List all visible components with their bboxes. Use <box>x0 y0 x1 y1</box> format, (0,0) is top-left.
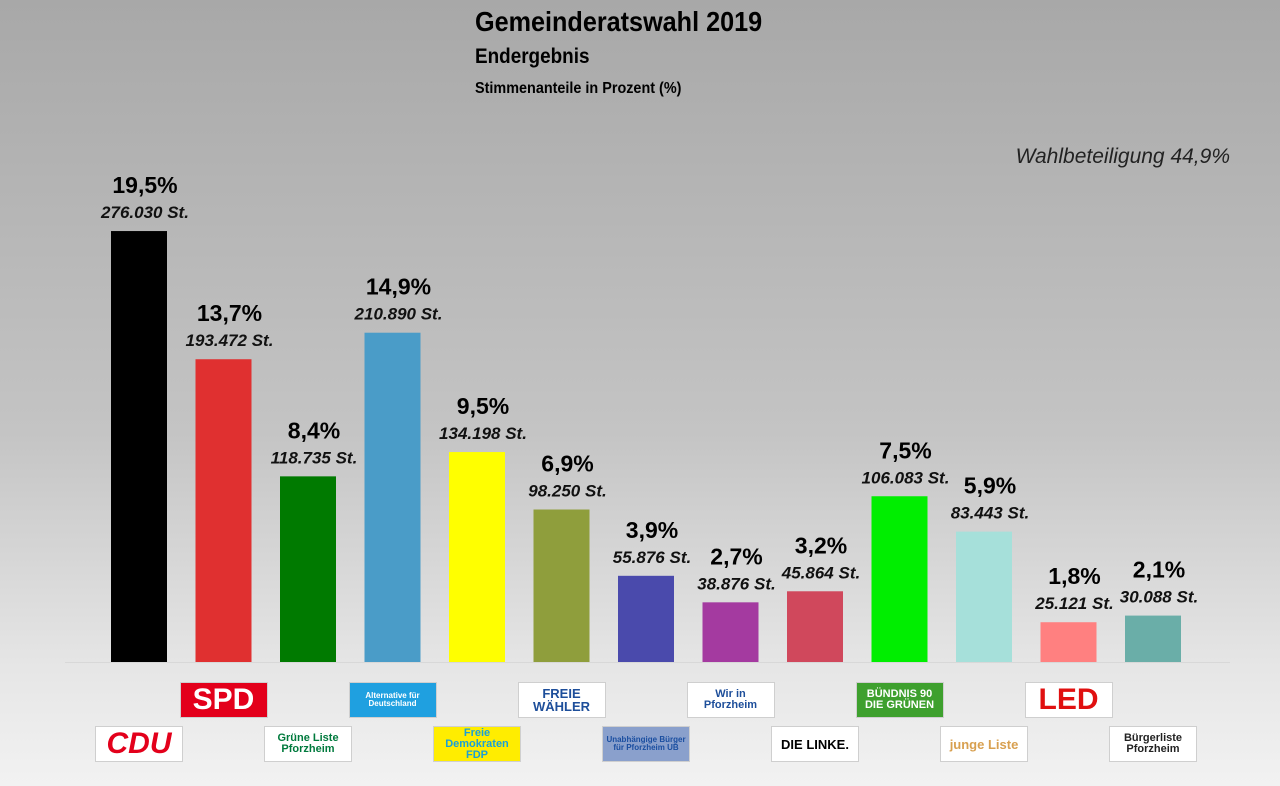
bar <box>1125 615 1181 662</box>
chart-subtitle: Endergebnis <box>475 45 590 68</box>
bar-votes-label: 30.088 St. <box>1120 588 1198 607</box>
party-logo: Grüne Liste Pforzheim <box>264 726 352 762</box>
bar-votes-label: 276.030 St. <box>100 203 189 222</box>
bar-votes-label: 193.472 St. <box>186 331 274 350</box>
chart-title: Gemeinderatswahl 2019 <box>475 6 763 37</box>
party-logo: Unabhängige Bürger für Pforzheim UB <box>602 726 690 762</box>
bar <box>956 531 1012 662</box>
bar <box>280 476 336 662</box>
bar-votes-label: 45.864 St. <box>781 563 860 582</box>
bar-votes-label: 134.198 St. <box>439 424 527 443</box>
bar-votes-label: 118.735 St. <box>271 448 358 467</box>
bar <box>364 332 421 662</box>
bar <box>111 231 167 663</box>
party-logo: FREIE WÄHLER <box>517 682 606 718</box>
bar-votes-label: 38.876 St. <box>697 574 775 593</box>
party-logo: Wir in Pforzheim <box>686 682 775 718</box>
bar <box>787 591 843 662</box>
party-logo: DIE LINKE. <box>771 726 859 762</box>
bar <box>533 509 590 662</box>
bar-votes-label: 83.443 St. <box>951 504 1029 523</box>
party-logo: junge Liste <box>940 726 1028 762</box>
bar-value-label: 5,9% <box>964 473 1016 499</box>
party-logo: LED <box>1024 682 1113 718</box>
bar-votes-label: 98.250 St. <box>528 482 606 501</box>
bar-value-label: 3,9% <box>626 517 678 543</box>
party-logo: BÜNDNIS 90 DIE GRÜNEN <box>855 682 944 718</box>
bar <box>618 575 674 662</box>
turnout-label: Wahlbeteiligung 44,9% <box>1015 145 1230 168</box>
party-logo: SPD <box>179 682 268 718</box>
bar-value-label: 3,2% <box>795 532 847 558</box>
bar-value-label: 1,8% <box>1048 563 1100 589</box>
bar-value-label: 19,5% <box>112 172 177 198</box>
bar-value-label: 2,1% <box>1133 557 1185 583</box>
bar <box>195 359 252 662</box>
bar-votes-label: 25.121 St. <box>1034 594 1113 613</box>
party-logo: Alternative für Deutschland <box>348 682 437 718</box>
bar <box>702 602 759 662</box>
bar-value-label: 9,5% <box>457 393 509 419</box>
bar-value-label: 13,7% <box>197 300 262 326</box>
party-logo: CDU <box>95 726 183 762</box>
bar-votes-label: 106.083 St. <box>862 468 950 487</box>
unit-note: Stimmenanteile in Prozent (%) <box>475 80 682 97</box>
bar-value-label: 6,9% <box>541 451 593 477</box>
bar <box>871 496 928 662</box>
bar <box>449 452 505 662</box>
bar-votes-label: 210.890 St. <box>354 305 443 324</box>
party-logo: Bürgerliste Pforzheim <box>1109 726 1197 762</box>
bar-value-label: 8,4% <box>288 417 340 443</box>
bar-value-label: 7,5% <box>879 437 931 463</box>
bar <box>1040 622 1097 662</box>
bar-votes-label: 55.876 St. <box>613 548 691 567</box>
bar-value-label: 14,9% <box>366 274 431 300</box>
bar-value-label: 2,7% <box>710 543 762 569</box>
party-logo: Freie Demokraten FDP <box>433 726 521 762</box>
